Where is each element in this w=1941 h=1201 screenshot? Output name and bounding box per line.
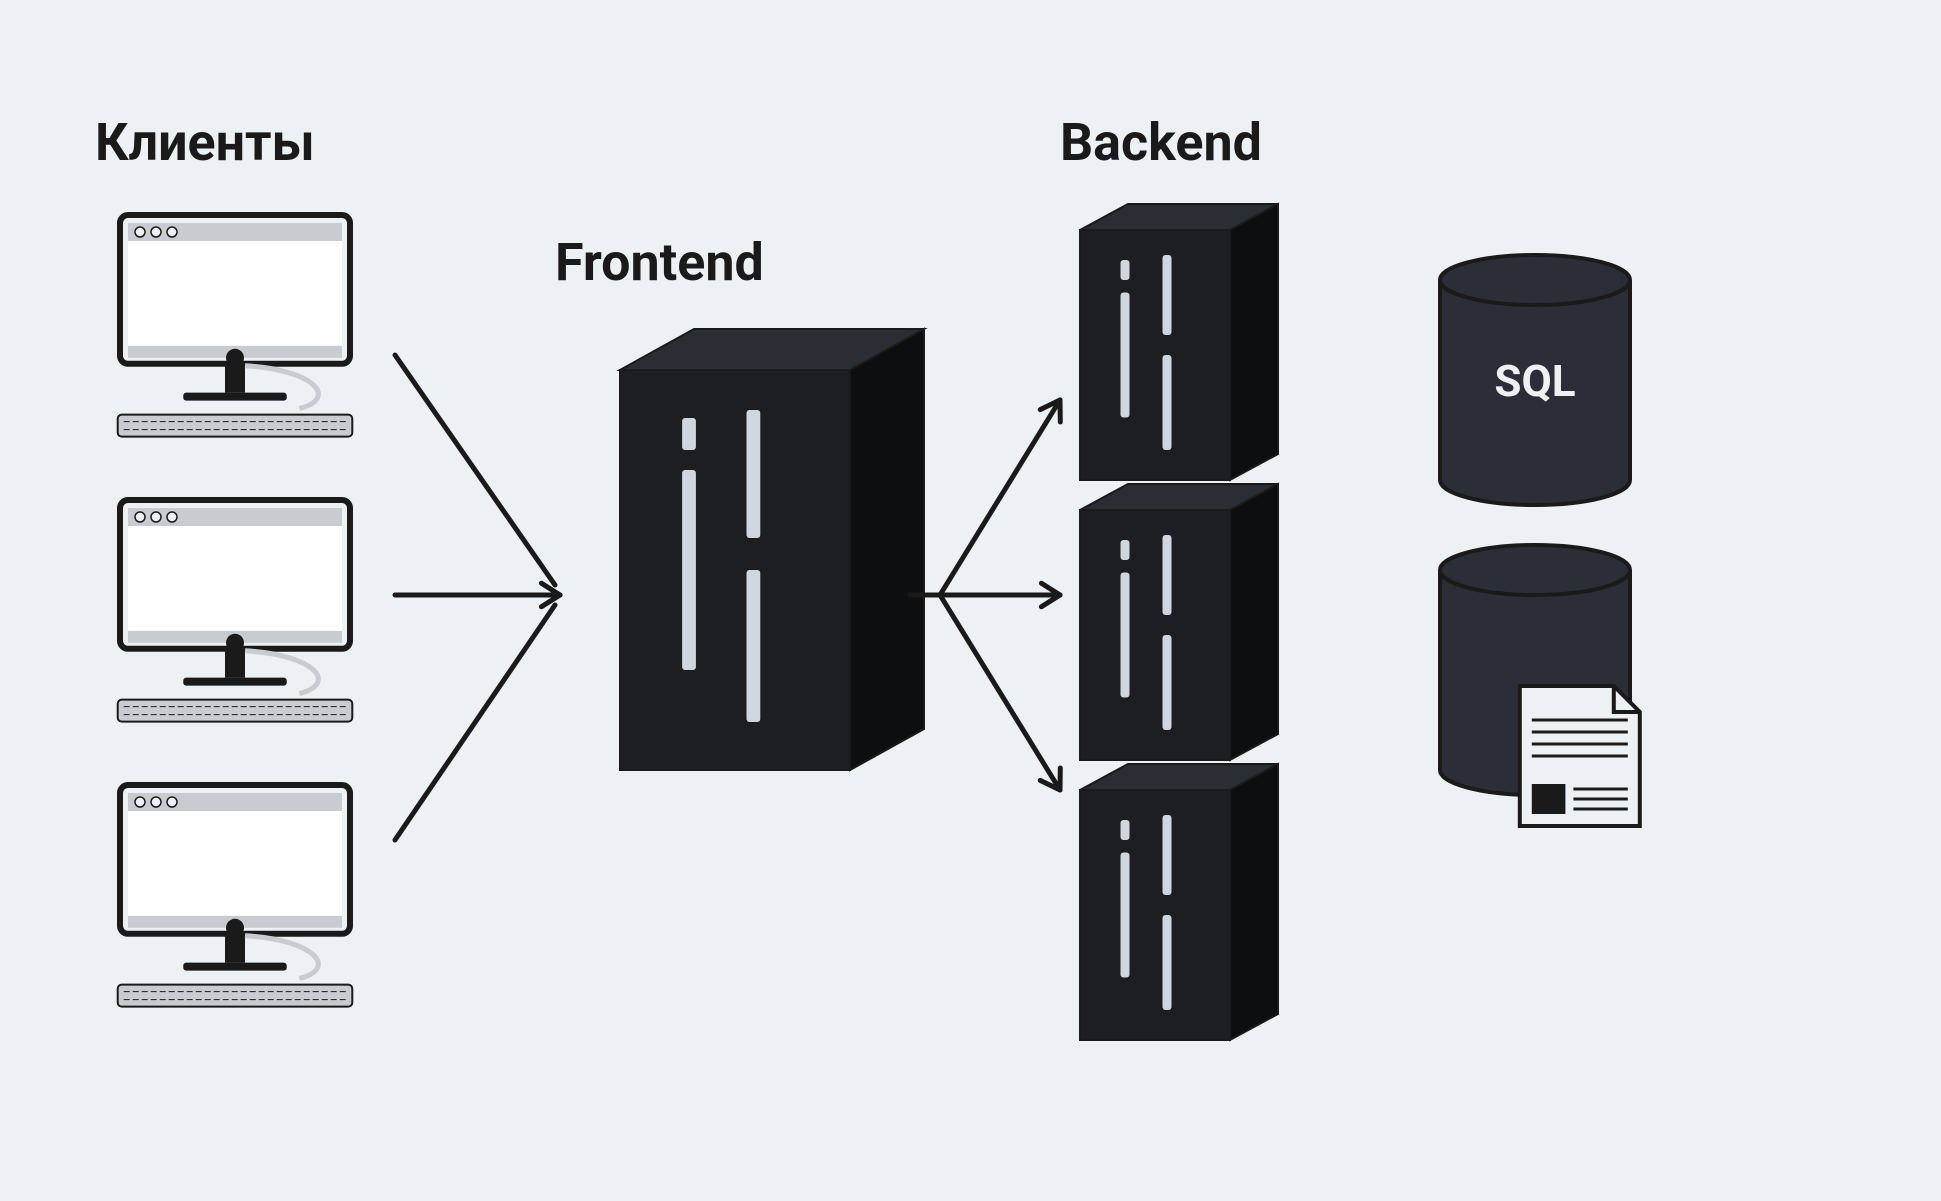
- backend-server-2-light: [1121, 573, 1130, 698]
- monitor-stand-base: [183, 678, 287, 686]
- backend-server-3-front: [1080, 790, 1230, 1040]
- document-database: [1440, 545, 1640, 826]
- backend-server-3-light: [1121, 820, 1130, 840]
- frontend-server-front: [620, 370, 850, 770]
- window-control-icon: [135, 512, 145, 522]
- backend-server-3: [1080, 764, 1278, 1040]
- database-top: [1440, 545, 1630, 595]
- backend-server-3-light: [1163, 815, 1172, 895]
- backend-server-1-light: [1121, 260, 1130, 280]
- clients-heading: Клиенты: [95, 112, 315, 173]
- monitor-stand-neck: [225, 934, 245, 963]
- backend-server-3-side: [1230, 764, 1278, 1040]
- backend-server-1-light: [1121, 293, 1130, 418]
- window-control-icon: [151, 512, 161, 522]
- frontend-server-light: [747, 570, 761, 722]
- window-control-icon: [151, 797, 161, 807]
- frontend-server-side: [850, 329, 924, 770]
- monitor-screen: [128, 526, 342, 641]
- window-control-icon: [135, 227, 145, 237]
- monitor-stand-neck: [225, 649, 245, 678]
- frontend-server-light: [747, 410, 761, 538]
- frontend-server-light: [682, 470, 696, 670]
- database-top: [1440, 255, 1630, 305]
- clients-group: [118, 215, 353, 1007]
- frontend-heading: Frontend: [555, 232, 764, 293]
- window-control-icon: [167, 512, 177, 522]
- keyboard: [118, 985, 353, 1007]
- database-label: SQL: [1494, 355, 1575, 407]
- frontend-server: [620, 329, 924, 770]
- backend-server-1-light: [1163, 255, 1172, 335]
- backend-server-1-front: [1080, 230, 1230, 480]
- keyboard: [118, 700, 353, 722]
- window-control-icon: [167, 797, 177, 807]
- backend-server-1-side: [1230, 204, 1278, 480]
- backend-heading: Backend: [1060, 112, 1262, 173]
- backend-server-2-light: [1163, 535, 1172, 615]
- window-control-icon: [135, 797, 145, 807]
- backend-servers-group: [1080, 204, 1278, 1040]
- backend-server-1: [1080, 204, 1278, 480]
- backend-server-2: [1080, 484, 1278, 760]
- backend-server-3-light: [1121, 853, 1130, 978]
- backend-server-3-light: [1163, 915, 1172, 1010]
- backend-server-1-light: [1163, 355, 1172, 450]
- backend-server-2-light: [1121, 540, 1130, 560]
- sql-database: SQL: [1440, 255, 1630, 505]
- backend-server-2-side: [1230, 484, 1278, 760]
- frontend-server-light: [682, 418, 696, 450]
- monitor-stand-base: [183, 393, 287, 401]
- window-control-icon: [167, 227, 177, 237]
- monitor-screen: [128, 811, 342, 926]
- window-control-icon: [151, 227, 161, 237]
- keyboard: [118, 415, 353, 437]
- architecture-diagram: Клиенты Frontend Backend SQL: [0, 0, 1941, 1201]
- backend-server-2-front: [1080, 510, 1230, 760]
- monitor-stand-base: [183, 963, 287, 971]
- monitor-stand-neck: [225, 364, 245, 393]
- monitor-screen: [128, 241, 342, 356]
- document-thumb: [1532, 784, 1566, 814]
- backend-server-2-light: [1163, 635, 1172, 730]
